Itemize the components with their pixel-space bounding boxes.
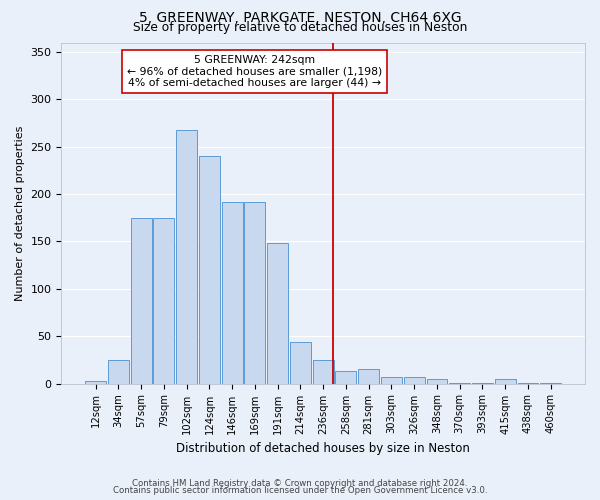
Bar	[290, 342, 311, 384]
Bar	[449, 382, 470, 384]
Bar	[335, 372, 356, 384]
Bar	[540, 382, 561, 384]
Y-axis label: Number of detached properties: Number of detached properties	[15, 126, 25, 300]
Text: Contains HM Land Registry data © Crown copyright and database right 2024.: Contains HM Land Registry data © Crown c…	[132, 478, 468, 488]
Bar	[472, 382, 493, 384]
Bar	[222, 202, 242, 384]
Bar	[131, 218, 152, 384]
Bar	[495, 379, 515, 384]
Bar	[381, 377, 402, 384]
Bar	[108, 360, 129, 384]
X-axis label: Distribution of detached houses by size in Neston: Distribution of detached houses by size …	[176, 442, 470, 455]
Bar	[176, 130, 197, 384]
Text: 5 GREENWAY: 242sqm
← 96% of detached houses are smaller (1,198)
4% of semi-detac: 5 GREENWAY: 242sqm ← 96% of detached hou…	[127, 55, 383, 88]
Bar	[313, 360, 334, 384]
Bar	[358, 370, 379, 384]
Bar	[267, 244, 288, 384]
Bar	[85, 380, 106, 384]
Bar	[244, 202, 265, 384]
Bar	[518, 382, 538, 384]
Bar	[404, 377, 425, 384]
Bar	[154, 218, 175, 384]
Bar	[427, 379, 448, 384]
Bar	[199, 156, 220, 384]
Text: Size of property relative to detached houses in Neston: Size of property relative to detached ho…	[133, 22, 467, 35]
Text: 5, GREENWAY, PARKGATE, NESTON, CH64 6XG: 5, GREENWAY, PARKGATE, NESTON, CH64 6XG	[139, 11, 461, 25]
Text: Contains public sector information licensed under the Open Government Licence v3: Contains public sector information licen…	[113, 486, 487, 495]
